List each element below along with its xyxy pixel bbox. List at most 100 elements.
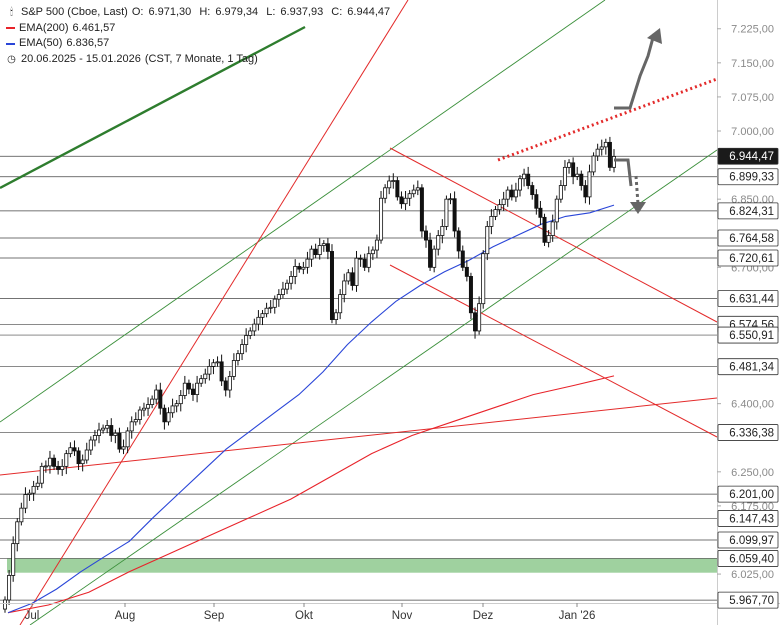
candle-body bbox=[607, 141, 612, 168]
candle-body bbox=[162, 407, 167, 423]
candle-body bbox=[309, 248, 314, 260]
candle-body bbox=[546, 235, 551, 243]
level-label: 6.336,38 bbox=[729, 428, 774, 440]
candle-body bbox=[477, 303, 482, 332]
level-label: 6.099,97 bbox=[729, 535, 774, 547]
candle-body bbox=[97, 429, 102, 436]
candle-body bbox=[260, 313, 265, 318]
candle-body bbox=[150, 398, 155, 405]
level-label-box bbox=[717, 202, 779, 220]
candle-body bbox=[583, 185, 588, 198]
projection-down-path bbox=[614, 158, 633, 187]
candle-body bbox=[186, 382, 191, 390]
candle-body bbox=[501, 198, 506, 206]
level-label: 6.824,31 bbox=[729, 206, 774, 218]
legend-ema50-row[interactable]: EMA(50) 6.836,57 bbox=[6, 36, 395, 52]
candle-body bbox=[562, 166, 567, 186]
ema200-swatch bbox=[6, 27, 15, 30]
level-label-box bbox=[717, 510, 779, 527]
candle-body bbox=[88, 439, 93, 451]
candlestick-icon: 🕯︎ bbox=[10, 7, 13, 18]
ohlc-open-value: 6.971,30 bbox=[148, 6, 192, 18]
ema200-value: 6.461,57 bbox=[72, 21, 116, 34]
candle-body bbox=[460, 250, 465, 268]
level-label-box bbox=[717, 147, 779, 165]
candle-body bbox=[591, 155, 596, 173]
level-label: 6.550,91 bbox=[729, 330, 774, 342]
x-tick-label: Sep bbox=[204, 610, 224, 622]
candle-body bbox=[554, 198, 559, 223]
candle-body bbox=[448, 198, 453, 201]
candle-body bbox=[170, 405, 175, 414]
instrument-title: S&P 500 (Cboe, Last) bbox=[21, 6, 128, 18]
channel-top-green bbox=[0, 0, 606, 423]
y-tick-label: 6.025,00 bbox=[731, 569, 774, 581]
candle-body bbox=[207, 365, 212, 375]
candle-body bbox=[133, 419, 138, 423]
candle-body bbox=[338, 294, 343, 314]
candle-body bbox=[391, 180, 396, 182]
candle-body bbox=[354, 257, 359, 286]
candle-body bbox=[52, 457, 57, 467]
candle-body bbox=[444, 198, 449, 227]
candle-body bbox=[497, 204, 502, 211]
candle-body bbox=[468, 276, 473, 314]
candle-body bbox=[72, 447, 77, 452]
candle-body bbox=[80, 459, 85, 465]
candle-body bbox=[587, 171, 592, 198]
ohlc-high-value: 6.979,34 bbox=[215, 6, 259, 18]
candle-body bbox=[3, 599, 8, 610]
legend-title-row: 🕯︎ S&P 500 (Cboe, Last) O: 6.971,30 H: 6.9… bbox=[6, 5, 395, 21]
level-label-box bbox=[717, 290, 779, 307]
candle-body bbox=[440, 226, 445, 236]
candle-body bbox=[252, 323, 257, 332]
projection-up-arrowhead bbox=[647, 28, 662, 44]
candle-body bbox=[432, 248, 437, 268]
ema200-line bbox=[7, 375, 615, 614]
candle-body bbox=[15, 521, 20, 545]
candle-body bbox=[342, 280, 347, 295]
candle-body bbox=[289, 276, 294, 284]
legend-range-row: ◷ 20.06.2025 - 15.01.2026 (CST, 7 Monate… bbox=[6, 52, 395, 68]
x-tick-label: Nov bbox=[392, 610, 413, 622]
candle-body bbox=[47, 457, 52, 467]
candle-body bbox=[141, 407, 146, 411]
x-tick-label: Aug bbox=[115, 610, 135, 622]
candle-body bbox=[599, 146, 604, 150]
level-label-box bbox=[717, 424, 779, 441]
projection-up-path bbox=[614, 33, 656, 110]
level-label-box bbox=[717, 550, 779, 567]
trendline-red-flat bbox=[0, 397, 718, 476]
candle-body bbox=[489, 216, 494, 227]
candle-body bbox=[428, 239, 433, 268]
candle-body bbox=[579, 173, 584, 186]
candle-body bbox=[603, 141, 608, 148]
candle-body bbox=[321, 243, 326, 246]
ema50-value: 6.836,57 bbox=[66, 37, 110, 49]
candle-body bbox=[567, 162, 572, 168]
candle-body bbox=[240, 344, 245, 355]
candle-body bbox=[166, 412, 171, 423]
candle-body bbox=[493, 209, 498, 217]
candle-body bbox=[195, 382, 200, 395]
legend-ema200-row[interactable]: EMA(200) 6.461,57 bbox=[6, 21, 395, 37]
candle-body bbox=[23, 494, 28, 509]
candle-body bbox=[76, 450, 81, 465]
level-label-box bbox=[717, 249, 779, 267]
ohlc-values: O: 6.971,30 H: 6.979,34 L: 6.937,93 C: 6.944… bbox=[132, 5, 395, 21]
candle-body bbox=[370, 249, 375, 255]
candle-body bbox=[301, 266, 306, 270]
candle-body bbox=[174, 403, 179, 407]
level-label: 6.631,44 bbox=[729, 293, 774, 305]
candle-body bbox=[64, 453, 69, 467]
candle-body bbox=[223, 380, 228, 391]
candle-body bbox=[509, 189, 514, 198]
candle-body bbox=[436, 235, 441, 250]
candle-body bbox=[129, 421, 134, 432]
candle-body bbox=[227, 375, 232, 391]
candle-body bbox=[522, 173, 527, 180]
candle-body bbox=[407, 193, 412, 199]
candle-body bbox=[374, 239, 379, 251]
candle-body bbox=[35, 482, 40, 487]
